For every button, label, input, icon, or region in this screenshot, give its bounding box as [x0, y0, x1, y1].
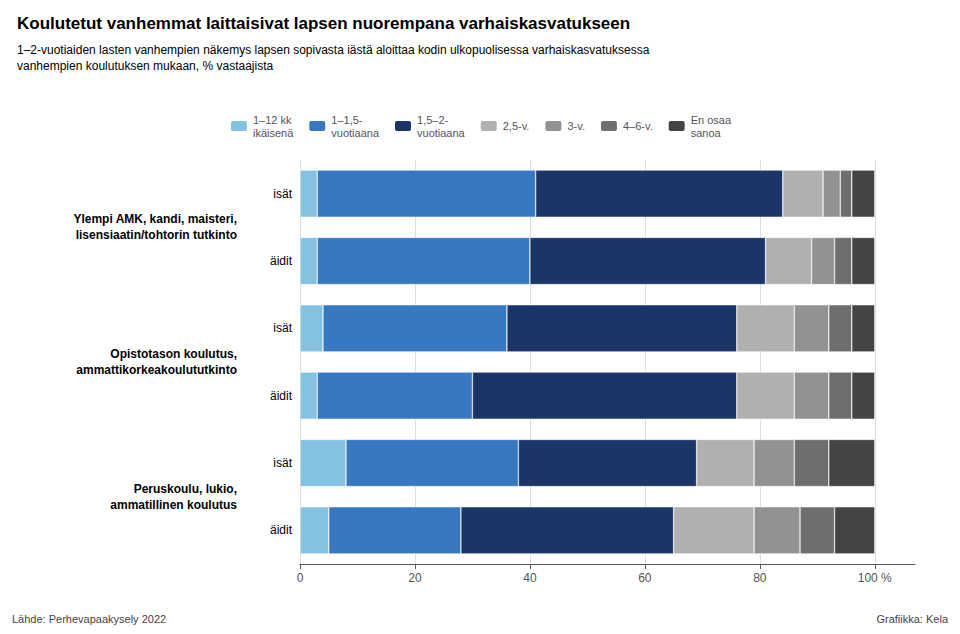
svg-text:100 %: 100 %	[858, 571, 892, 585]
svg-text:ammattikorkeakoulututkinto: ammattikorkeakoulututkinto	[76, 363, 237, 377]
svg-text:20: 20	[408, 571, 422, 585]
svg-text:1–1,5-: 1–1,5-	[331, 114, 363, 126]
svg-text:Koulutetut vanhemmat laittaisi: Koulutetut vanhemmat laittaisivat lapsen…	[17, 14, 630, 33]
svg-text:60: 60	[638, 571, 652, 585]
svg-text:Ylempi AMK, kandi, maisteri,: Ylempi AMK, kandi, maisteri,	[73, 212, 237, 226]
svg-text:Peruskoulu, lukio,: Peruskoulu, lukio,	[134, 482, 237, 496]
svg-text:Opistotason koulutus,: Opistotason koulutus,	[110, 347, 237, 361]
svg-text:4–6-v.: 4–6-v.	[623, 120, 653, 132]
svg-text:40: 40	[523, 571, 537, 585]
svg-text:lisensiaatin/tohtorin tutkinto: lisensiaatin/tohtorin tutkinto	[76, 228, 237, 242]
svg-text:äidit: äidit	[270, 389, 293, 403]
svg-text:80: 80	[753, 571, 767, 585]
svg-text:ammatillinen koulutus: ammatillinen koulutus	[110, 498, 237, 512]
svg-text:vuotiaana: vuotiaana	[417, 127, 466, 139]
svg-text:1,5–2-: 1,5–2-	[417, 114, 449, 126]
svg-text:äidit: äidit	[270, 523, 293, 537]
svg-text:Lähde: Perhevapaakysely 2022: Lähde: Perhevapaakysely 2022	[12, 613, 166, 625]
svg-text:0: 0	[297, 571, 304, 585]
svg-text:äidit: äidit	[270, 254, 293, 268]
svg-text:sanoa: sanoa	[691, 127, 722, 139]
svg-text:isät: isät	[273, 456, 292, 470]
svg-text:vanhempien koulutuksen mukaan,: vanhempien koulutuksen mukaan, % vastaaj…	[17, 59, 273, 73]
svg-text:En osaa: En osaa	[691, 114, 732, 126]
svg-text:1–2-vuotiaiden lasten vanhempi: 1–2-vuotiaiden lasten vanhempien näkemys…	[17, 43, 650, 57]
svg-text:vuotiaana: vuotiaana	[331, 127, 380, 139]
svg-text:Grafiikka: Kela: Grafiikka: Kela	[876, 613, 948, 625]
svg-text:3-v.: 3-v.	[567, 120, 585, 132]
svg-text:1–12 kk: 1–12 kk	[253, 114, 292, 126]
svg-text:2,5-v.: 2,5-v.	[503, 120, 530, 132]
svg-text:isät: isät	[273, 321, 292, 335]
svg-text:isät: isät	[273, 187, 292, 201]
svg-text:ikäisenä: ikäisenä	[253, 127, 294, 139]
